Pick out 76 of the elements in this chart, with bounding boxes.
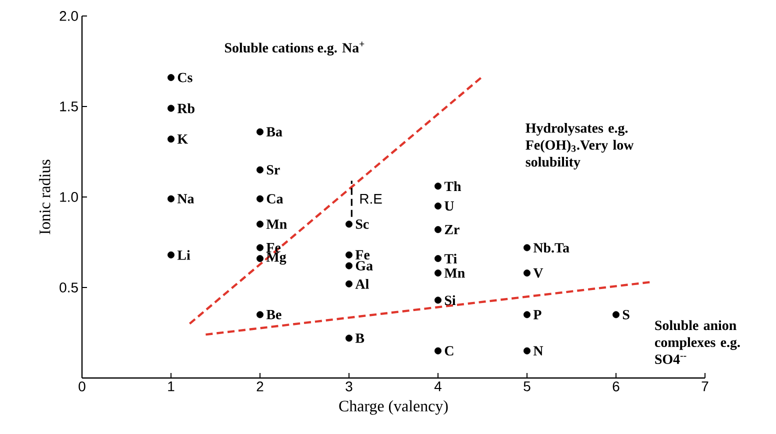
point: [434, 347, 442, 354]
annotation: Mn: [266, 220, 287, 229]
annotation: Zr: [444, 225, 460, 234]
point: [168, 104, 174, 112]
point: [346, 251, 352, 258]
x-tick-label: 4: [434, 382, 442, 392]
x-axis-title: Charge (valency): [339, 400, 448, 415]
annotation: Al: [355, 279, 369, 289]
point: [256, 244, 264, 252]
annotation: Na: [177, 194, 194, 204]
annotation: Si: [444, 295, 456, 306]
point: [524, 244, 530, 252]
annotation: P: [533, 310, 542, 320]
annotation: Be: [266, 310, 282, 320]
annotation: Nb.Ta: [533, 242, 570, 253]
annotation: R.E: [360, 194, 382, 204]
annotation: Ti: [444, 254, 457, 264]
annotation: Hydrolysates e.g. Fe(OH)$_{3}$.Very low solubility: [526, 122, 634, 170]
annotation: B: [355, 334, 364, 343]
point: [434, 270, 442, 277]
point: [346, 262, 352, 270]
x-tick-label: 3: [346, 382, 352, 392]
point: [524, 311, 530, 318]
point: [434, 182, 442, 190]
point: [168, 251, 174, 258]
annotation: Ba: [266, 127, 282, 136]
point: [256, 255, 264, 262]
point: [346, 280, 352, 288]
annotation: Th: [444, 181, 462, 191]
point: [256, 166, 264, 174]
annotation: Ca: [266, 194, 284, 204]
point: [612, 311, 620, 318]
annotation: Mn: [444, 268, 465, 278]
point: [524, 270, 530, 277]
x-tick-label: 5: [524, 382, 530, 392]
point: [346, 334, 352, 342]
x-tick-label: 6: [612, 382, 620, 392]
annotation: Fe: [266, 243, 281, 252]
annotation: Ga: [356, 261, 373, 270]
point: [434, 202, 442, 210]
point: [256, 311, 264, 318]
point: [524, 347, 530, 354]
annotation: Cs: [178, 72, 192, 82]
annotation: Mg: [266, 252, 286, 265]
point: [434, 255, 442, 262]
x-tick-label: 0: [78, 382, 86, 392]
y-tick-label: 1.0: [60, 192, 78, 202]
point: [346, 220, 352, 228]
point: [168, 195, 174, 202]
annotation: K: [177, 134, 188, 144]
annotation: Fe: [355, 250, 370, 260]
annotation: C: [444, 346, 454, 356]
annotation: Rb: [177, 103, 194, 114]
point: [256, 220, 264, 228]
annotation: Sc: [356, 219, 369, 229]
annotation: V: [533, 268, 544, 278]
point: [256, 128, 264, 136]
x-tick-label: 1: [168, 382, 174, 392]
point: [168, 136, 174, 143]
y-tick-label: 1.5: [60, 102, 78, 112]
annotation: Soluble cations e.g. Na$^{+}$: [225, 42, 364, 56]
annotation: Sr: [266, 165, 280, 175]
x-tick-label: 7: [702, 382, 708, 392]
y-tick-label: 0.5: [60, 282, 78, 292]
point: [168, 74, 174, 82]
y-axis-title: Ionic radius: [39, 160, 50, 234]
annotation: Li: [177, 250, 190, 260]
annotation: U: [444, 201, 454, 211]
annotation: Soluble anion complexes e.g. SO4$^{--}$: [654, 320, 740, 364]
point: [434, 226, 442, 234]
annotation: N: [533, 346, 544, 356]
point: [434, 296, 442, 304]
x-tick-label: 2: [256, 382, 264, 392]
point: [256, 195, 264, 202]
annotation: S: [622, 310, 630, 320]
y-tick-label: 2.0: [60, 11, 78, 21]
